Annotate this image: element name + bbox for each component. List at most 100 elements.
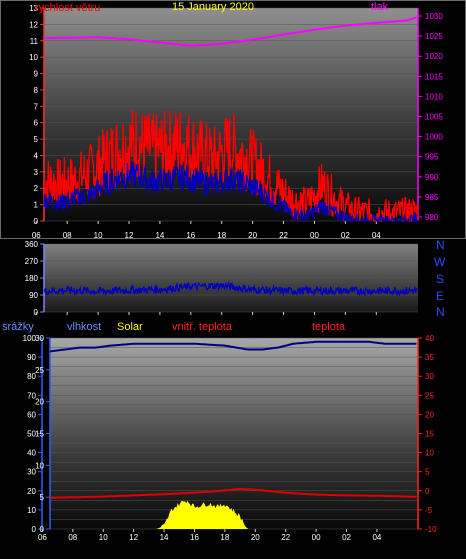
x-tick-label: 12 <box>125 231 134 240</box>
y-tick-label: 40 <box>27 449 36 458</box>
y-tick-label: 10 <box>35 461 44 470</box>
x-tick-label: 14 <box>160 533 169 542</box>
y-tick-label: 30 <box>27 468 36 477</box>
y-tick-label: 10 <box>29 53 38 62</box>
y-right-tick-label: 30 <box>425 372 434 381</box>
x-tick-label: 22 <box>279 231 288 240</box>
wind-speed-label: rychlost větru <box>35 2 100 14</box>
x-tick-label: 06 <box>32 231 41 240</box>
x-tick-label: 14 <box>155 231 164 240</box>
rain-label: srážky <box>2 321 34 333</box>
direction-series-line <box>43 280 418 297</box>
y-tick-label: 25 <box>35 366 44 375</box>
y-right-tick-label: -5 <box>425 506 433 515</box>
y-tick-label: 5 <box>34 135 39 144</box>
y-tick-label: 60 <box>27 410 36 419</box>
y-tick-label: 12 <box>29 20 38 29</box>
y-tick-label: 10 <box>27 506 36 515</box>
pressure-series-line <box>44 16 417 47</box>
chart-date-title: 15 January 2020 <box>172 1 254 13</box>
x-tick-label: 08 <box>68 533 77 542</box>
y-right-tick-label: 0 <box>425 487 430 496</box>
y-right-tick-label: 15 <box>425 430 434 439</box>
y-tick-label: 15 <box>35 430 44 439</box>
y-right-tick-label: 1020 <box>425 52 443 61</box>
y-right-tick-label: 10 <box>425 449 434 458</box>
y-tick-label: 6 <box>34 119 39 128</box>
y-tick-label: 8 <box>34 86 39 95</box>
pressure-label: tlak <box>371 1 389 13</box>
x-tick-label: 00 <box>310 231 319 240</box>
y-right-tick-label: 995 <box>425 153 439 162</box>
y-tick-label: 20 <box>35 398 44 407</box>
x-tick-label: 08 <box>63 231 72 240</box>
x-tick-label: 16 <box>186 231 195 240</box>
y-tick-label: 13 <box>29 4 38 13</box>
direction-letter-w: W <box>434 255 446 269</box>
x-tick-label: 20 <box>251 533 260 542</box>
y-tick-label: 100 <box>23 334 37 343</box>
y-tick-label: 70 <box>27 391 36 400</box>
y-right-tick-label: 5 <box>425 468 430 477</box>
y-right-tick-label: 1030 <box>425 12 443 21</box>
x-tick-label: 04 <box>372 533 381 542</box>
y-right-tick-label: 20 <box>425 410 434 419</box>
wind-series-line <box>43 109 419 223</box>
y-tick-label: 0 <box>32 525 37 534</box>
y-tick-label: 9 <box>34 70 39 79</box>
direction-letter-s: S <box>436 272 444 286</box>
y-tick-label: 30 <box>35 334 44 343</box>
y-tick-label: 2 <box>34 184 39 193</box>
x-tick-label: 10 <box>99 533 108 542</box>
direction-letter-n-bottom: N <box>436 305 445 319</box>
humidity-label: vlhkost <box>67 321 101 333</box>
y-tick-label: 90 <box>27 353 36 362</box>
y-tick-label: 7 <box>34 102 39 111</box>
x-tick-label: 04 <box>372 231 381 240</box>
y-right-tick-label: 40 <box>425 334 434 343</box>
y-tick-label: 90 <box>29 291 38 300</box>
y-right-tick-label: 985 <box>425 193 439 202</box>
direction-letter-e: E <box>436 289 444 303</box>
x-tick-label: 18 <box>217 231 226 240</box>
y-right-tick-label: 1005 <box>425 113 443 122</box>
y-right-tick-label: 1015 <box>425 72 443 81</box>
temperature-label: teplota <box>312 321 346 333</box>
y-tick-label: 360 <box>25 240 39 249</box>
x-tick-label: 00 <box>312 533 321 542</box>
y-tick-label: 180 <box>25 274 39 283</box>
temperature-series-line <box>50 487 417 499</box>
y-tick-label: 20 <box>27 487 36 496</box>
solar-series-area <box>50 500 418 529</box>
wind_avg-series-line <box>43 161 419 223</box>
x-tick-label: 10 <box>94 231 103 240</box>
y-right-tick-label: 1000 <box>425 133 443 142</box>
y-tick-label: 270 <box>25 257 39 266</box>
y-right-tick-label: 25 <box>425 391 434 400</box>
y-right-tick-label: -10 <box>425 525 437 534</box>
x-tick-label: 20 <box>248 231 257 240</box>
x-tick-label: 18 <box>220 533 229 542</box>
y-right-tick-label: 1025 <box>425 32 443 41</box>
y-right-tick-label: 980 <box>425 213 439 222</box>
direction-letter-n: N <box>436 238 445 252</box>
y-tick-label: 11 <box>30 37 39 46</box>
x-tick-label: 16 <box>190 533 199 542</box>
solar-label: Solar <box>117 321 143 333</box>
humidity-series-line <box>49 340 417 353</box>
indoor-temp-label: vnitř. teplota <box>172 321 233 333</box>
y-right-tick-label: 1010 <box>425 92 443 101</box>
y-right-tick-label: 990 <box>425 173 439 182</box>
x-tick-label: 02 <box>341 231 350 240</box>
y-tick-label: 80 <box>27 372 36 381</box>
y-tick-label: 1 <box>34 201 39 210</box>
y-tick-label: 3 <box>34 168 39 177</box>
x-tick-label: 22 <box>281 533 290 542</box>
x-tick-label: 06 <box>38 533 47 542</box>
x-tick-label: 12 <box>129 533 138 542</box>
y-right-tick-label: 35 <box>425 353 434 362</box>
y-tick-label: 5 <box>40 493 45 502</box>
x-tick-label: 02 <box>342 533 351 542</box>
